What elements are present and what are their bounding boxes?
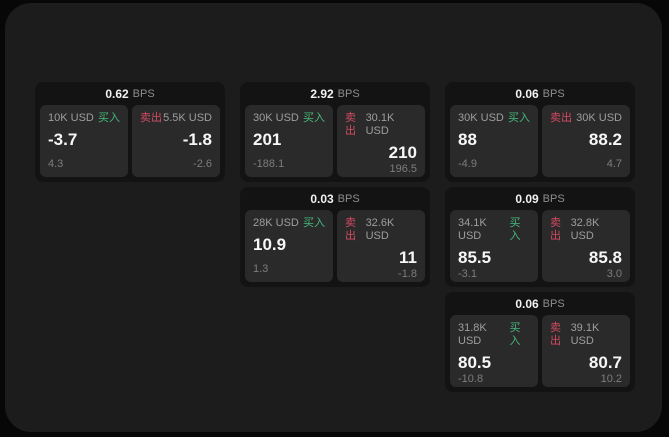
sell-side-label: 卖出: [140, 112, 162, 124]
buy-change: -3.1: [458, 268, 477, 280]
buy-amount: 30K USD: [458, 112, 504, 124]
bps-value: 0.09: [515, 191, 539, 206]
quote-card-1: 0.62 BPS 10K USD 买入 -3.7 4.3 卖出 5.5K USD…: [35, 82, 225, 182]
sell-tile[interactable]: 卖出 32.6K USD 11 -1.8: [337, 210, 425, 282]
buy-amount: 30K USD: [253, 112, 299, 124]
sell-tile[interactable]: 卖出 39.1K USD 80.7 10.2: [542, 315, 630, 387]
bps-unit-label: BPS: [337, 192, 360, 205]
buy-amount: 34.1K USD: [458, 217, 487, 242]
buy-tile[interactable]: 31.8K USD 买入 80.5 -10.8: [450, 315, 538, 387]
sell-amount: 5.5K USD: [163, 112, 212, 124]
buy-change: -188.1: [253, 158, 285, 170]
bps-unit-label: BPS: [542, 192, 565, 205]
sell-tile[interactable]: 卖出 5.5K USD -1.8 -2.6: [132, 105, 220, 177]
buy-side-label: 买入: [98, 112, 120, 124]
sell-amount: 32.8K USD: [570, 217, 600, 242]
sell-price: 11: [399, 248, 417, 267]
bps-value: 0.62: [105, 86, 129, 101]
sell-side-label: 卖出: [550, 217, 561, 242]
bps-header: 0.03 BPS: [240, 187, 430, 210]
buy-price: 201: [253, 130, 282, 149]
sell-change: 196.5: [389, 163, 417, 175]
sell-price: 88.2: [588, 130, 622, 149]
quote-tiles: 10K USD 买入 -3.7 4.3 卖出 5.5K USD -1.8 -2.…: [40, 105, 220, 177]
buy-change: 1.3: [253, 263, 269, 275]
buy-side-label: 买入: [303, 217, 325, 229]
quote-tiles: 30K USD 买入 201 -188.1 卖出 30.1K USD 210 1…: [245, 105, 425, 177]
sell-price: -1.8: [182, 130, 212, 149]
buy-price: -3.7: [48, 130, 78, 149]
buy-price: 10.9: [253, 235, 287, 254]
buy-change: -4.9: [458, 158, 477, 170]
buy-change: 4.3: [48, 158, 64, 170]
bps-unit-label: BPS: [132, 87, 155, 100]
bps-header: 0.06 BPS: [445, 292, 635, 315]
sell-tile[interactable]: 卖出 30.1K USD 210 196.5: [337, 105, 425, 177]
sell-amount: 30.1K USD: [365, 112, 395, 137]
sell-price: 85.8: [588, 248, 622, 267]
quote-tiles: 28K USD 买入 10.9 1.3 卖出 32.6K USD 11 -1.8: [245, 210, 425, 282]
buy-side-label: 买入: [509, 322, 521, 347]
sell-side-label: 卖出: [345, 112, 356, 137]
buy-amount: 31.8K USD: [458, 322, 487, 347]
buy-side-label: 买入: [509, 217, 521, 242]
sell-change: -2.6: [193, 158, 212, 170]
sell-amount: 39.1K USD: [570, 322, 600, 347]
sell-amount: 32.6K USD: [365, 217, 395, 242]
quote-card-4: 0.03 BPS 28K USD 买入 10.9 1.3 卖出 32.6K US…: [240, 187, 430, 287]
main-panel: 0.62 BPS 10K USD 买入 -3.7 4.3 卖出 5.5K USD…: [5, 3, 662, 432]
bps-header: 0.09 BPS: [445, 187, 635, 210]
quote-card-3: 0.06 BPS 30K USD 买入 88 -4.9 卖出 30K USD 8…: [445, 82, 635, 182]
quote-tiles: 31.8K USD 买入 80.5 -10.8 卖出 39.1K USD 80.…: [450, 315, 630, 387]
quote-tiles: 30K USD 买入 88 -4.9 卖出 30K USD 88.2 4.7: [450, 105, 630, 177]
sell-tile[interactable]: 卖出 32.8K USD 85.8 3.0: [542, 210, 630, 282]
bps-header: 2.92 BPS: [240, 82, 430, 105]
buy-side-label: 买入: [508, 112, 530, 124]
bps-header: 0.06 BPS: [445, 82, 635, 105]
buy-amount: 28K USD: [253, 217, 299, 229]
quote-card-2: 2.92 BPS 30K USD 买入 201 -188.1 卖出 30.1K …: [240, 82, 430, 182]
bps-unit-label: BPS: [542, 87, 565, 100]
sell-tile[interactable]: 卖出 30K USD 88.2 4.7: [542, 105, 630, 177]
buy-price: 88: [458, 130, 477, 149]
buy-amount: 10K USD: [48, 112, 94, 124]
bps-value: 0.06: [515, 86, 539, 101]
bps-value: 0.03: [310, 191, 334, 206]
sell-price: 210: [388, 143, 417, 162]
buy-tile[interactable]: 10K USD 买入 -3.7 4.3: [40, 105, 128, 177]
quote-tiles: 34.1K USD 买入 85.5 -3.1 卖出 32.8K USD 85.8…: [450, 210, 630, 282]
quote-card-6: 0.06 BPS 31.8K USD 买入 80.5 -10.8 卖出 39.1…: [445, 292, 635, 392]
sell-change: 3.0: [606, 268, 622, 280]
sell-side-label: 卖出: [550, 112, 572, 124]
sell-price: 80.7: [588, 353, 622, 372]
bps-value: 2.92: [310, 86, 334, 101]
bps-header: 0.62 BPS: [35, 82, 225, 105]
buy-price: 85.5: [458, 248, 492, 267]
sell-change: 4.7: [606, 158, 622, 170]
sell-side-label: 卖出: [550, 322, 561, 347]
sell-change: -1.8: [398, 268, 417, 280]
sell-amount: 30K USD: [576, 112, 622, 124]
buy-side-label: 买入: [303, 112, 325, 124]
buy-tile[interactable]: 30K USD 买入 201 -188.1: [245, 105, 333, 177]
sell-change: 10.2: [600, 373, 622, 385]
quote-card-5: 0.09 BPS 34.1K USD 买入 85.5 -3.1 卖出 32.8K…: [445, 187, 635, 287]
bps-value: 0.06: [515, 296, 539, 311]
buy-price: 80.5: [458, 353, 492, 372]
sell-side-label: 卖出: [345, 217, 356, 242]
buy-tile[interactable]: 28K USD 买入 10.9 1.3: [245, 210, 333, 282]
bps-unit-label: BPS: [337, 87, 360, 100]
bps-unit-label: BPS: [542, 297, 565, 310]
buy-tile[interactable]: 30K USD 买入 88 -4.9: [450, 105, 538, 177]
buy-change: -10.8: [458, 373, 484, 385]
buy-tile[interactable]: 34.1K USD 买入 85.5 -3.1: [450, 210, 538, 282]
